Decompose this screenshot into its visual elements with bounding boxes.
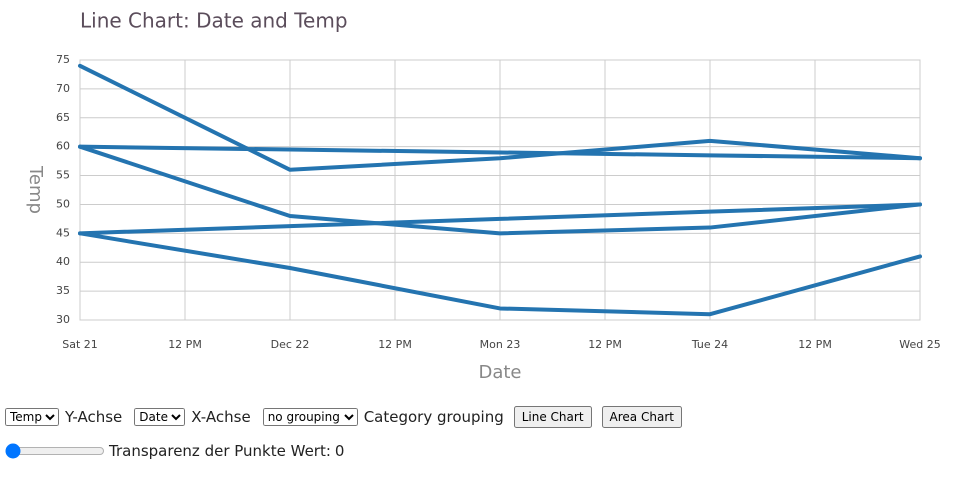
grouping-label: Category grouping [363, 408, 504, 426]
line [78, 144, 922, 161]
chart: Line Chart: Date and Temp Date Temp 30 35… [25, 9, 941, 384]
x-tick-label: Wed 25 [899, 338, 940, 351]
x-tick-label: Tue 24 [691, 338, 728, 351]
x-tick-label: 12 PM [378, 338, 412, 351]
controls: Temp Y-Achse Date X-Achse no grouping Ca… [5, 404, 682, 464]
chart-title: Line Chart: Date and Temp [80, 9, 348, 33]
x-tick-label: 12 PM [168, 338, 202, 351]
line [78, 202, 922, 236]
y-tick-label: 75 [56, 53, 70, 66]
line-chart-button[interactable]: Line Chart [513, 406, 592, 428]
x-select-label: X-Achse [191, 408, 251, 426]
x-tick-label: 12 PM [798, 338, 832, 351]
x-tick-label: 12 PM [588, 338, 622, 351]
y-select[interactable]: Temp [5, 408, 59, 426]
y-tick-label: 50 [56, 197, 70, 210]
x-select[interactable]: Date [134, 408, 186, 426]
opacity-label: Transparenz der Punkte Wert: [109, 442, 331, 460]
control-row: Temp Y-Achse Date X-Achse no grouping Ca… [5, 404, 682, 430]
y-tick-label: 35 [56, 284, 70, 297]
y-select-label: Y-Achse [65, 408, 123, 426]
y-tick-label: 45 [56, 226, 70, 239]
x-tick-label: Sat 21 [62, 338, 98, 351]
y-tick-label: 65 [56, 111, 70, 124]
x-tick-label: Mon 23 [480, 338, 521, 351]
x-tick-label: Dec 22 [271, 338, 310, 351]
line [78, 63, 922, 172]
y-axis-label: Temp [25, 165, 46, 214]
line [78, 231, 922, 317]
y-tick-label: 55 [56, 169, 70, 182]
y-tick-label: 60 [56, 140, 70, 153]
y-tick-label: 40 [56, 255, 70, 268]
line [78, 144, 922, 236]
x-axis-label: Date [478, 362, 521, 383]
opacity-slider[interactable] [5, 443, 105, 459]
y-tick-label: 70 [56, 82, 70, 95]
opacity-value: 0 [334, 442, 345, 460]
y-tick-label: 30 [56, 313, 70, 326]
control-row: Transparenz der Punkte Wert: 0 [5, 438, 682, 464]
area-chart-button[interactable]: Area Chart [601, 406, 682, 428]
grouping-select[interactable]: no grouping [262, 408, 358, 426]
